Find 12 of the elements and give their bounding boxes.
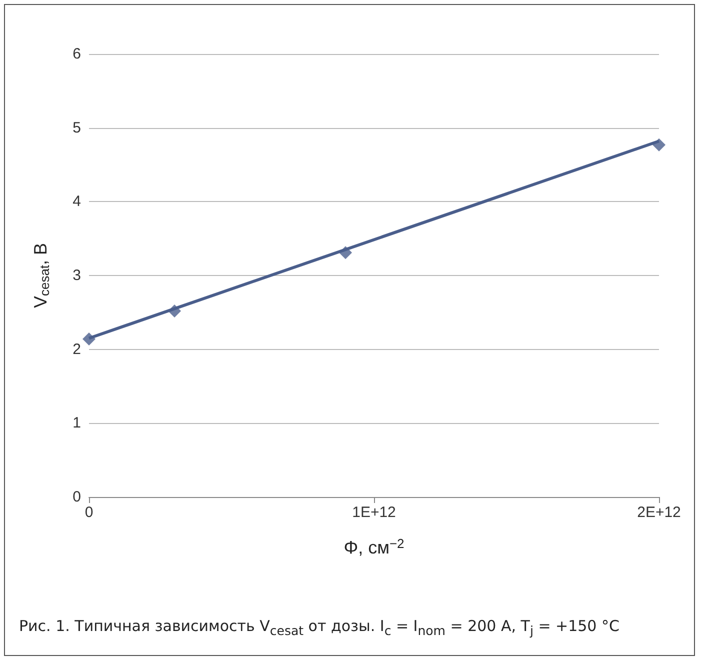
y-tick-label: 4: [72, 193, 81, 210]
x-tick-label: 0: [84, 504, 94, 521]
y-tick-label: 2: [72, 340, 81, 358]
text: Рис. 1. Типичная зависимость V$_{cesat}$ от дозы. I$_{c}$ = I$_{nom}$ = 200 А, T$_{j}$ = +150 °C: [19, 617, 620, 638]
y-tick-label: 1: [72, 414, 81, 432]
y-axis-title: Vcesat, В: [30, 242, 52, 308]
x-tick-label: 1E+12: [352, 504, 396, 521]
y-tick-label: 6: [72, 46, 81, 62]
y-tick-label: 3: [72, 267, 81, 284]
y-tick-label: 5: [72, 119, 81, 136]
y-tick-label: 0: [72, 488, 81, 506]
x-tick-label: 2E+12: [637, 504, 681, 521]
